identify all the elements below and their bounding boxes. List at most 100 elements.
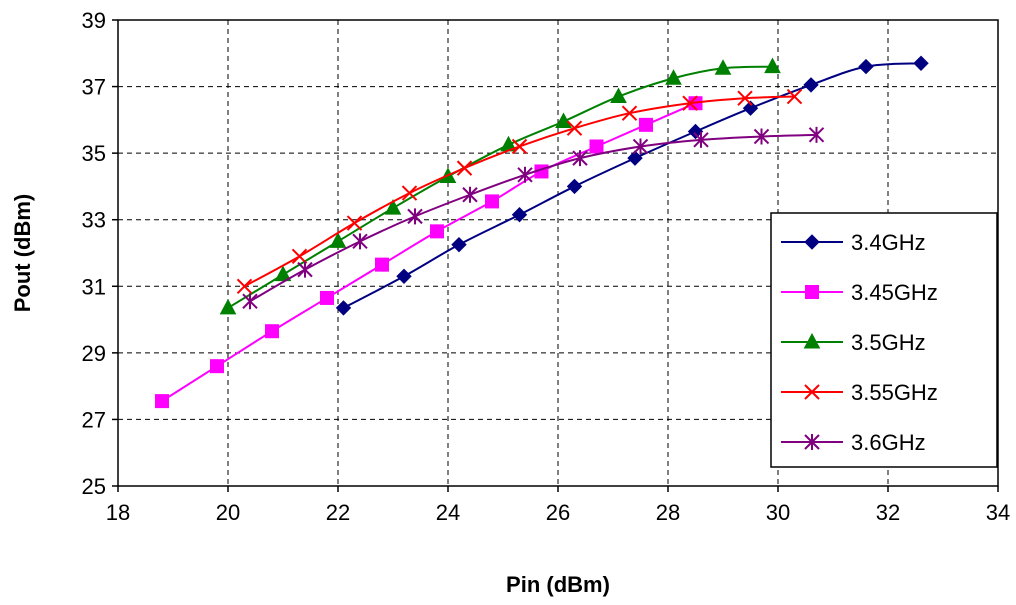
data-point-3-4ghz bbox=[742, 100, 759, 116]
marker-stroke bbox=[621, 105, 638, 121]
x-tick-label: 22 bbox=[326, 500, 350, 525]
data-point-3-45ghz bbox=[320, 290, 334, 305]
data-point-3-45ghz bbox=[639, 117, 653, 132]
x-tick-label: 20 bbox=[216, 500, 240, 525]
x-axis-title: Pin (dBm) bbox=[506, 572, 610, 597]
data-point-3-4ghz bbox=[396, 268, 412, 285]
x-tick-label: 34 bbox=[986, 500, 1010, 525]
legend-label: 3.4GHz bbox=[851, 230, 926, 255]
x-tick-label: 32 bbox=[876, 500, 900, 525]
marker-stroke bbox=[682, 95, 698, 111]
legend-item-3-55ghz: 3.55GHz bbox=[781, 380, 938, 405]
series-line-3-45ghz bbox=[161, 102, 696, 402]
legend-item-3-45ghz: 3.45GHz bbox=[781, 280, 938, 305]
data-point-3-45ghz bbox=[210, 359, 224, 374]
data-point-3-55ghz bbox=[621, 105, 638, 121]
y-tick-label: 33 bbox=[82, 208, 106, 233]
marker-stroke bbox=[401, 185, 418, 201]
y-tick-label: 29 bbox=[82, 341, 106, 366]
data-point-3-55ghz bbox=[786, 88, 803, 105]
data-point-3-55ghz bbox=[511, 138, 528, 155]
data-point-3-5ghz bbox=[610, 87, 627, 104]
data-point-3-6ghz bbox=[517, 166, 533, 183]
data-point-3-5ghz bbox=[555, 112, 572, 129]
y-tick-label: 39 bbox=[82, 8, 106, 33]
data-point-3-45ghz bbox=[430, 224, 444, 239]
y-tick-label: 25 bbox=[82, 474, 106, 499]
y-tick-label: 27 bbox=[82, 407, 106, 432]
data-point-3-6ghz bbox=[693, 131, 709, 148]
data-point-3-6ghz bbox=[352, 233, 368, 250]
series-3-6ghz bbox=[242, 126, 825, 310]
data-point-3-6ghz bbox=[407, 208, 423, 225]
data-point-3-45ghz bbox=[265, 324, 279, 339]
y-axis-title: Pout (dBm) bbox=[10, 194, 35, 313]
legend-marker bbox=[804, 384, 820, 400]
data-point-3-55ghz bbox=[737, 90, 753, 106]
x-tick-label: 30 bbox=[766, 500, 790, 525]
series-3-55ghz bbox=[236, 88, 803, 294]
marker-stroke bbox=[346, 215, 363, 231]
marker-stroke bbox=[804, 384, 820, 400]
data-point-3-55ghz bbox=[291, 248, 308, 265]
marker-stroke bbox=[737, 90, 753, 106]
data-point-3-5ghz bbox=[274, 265, 292, 282]
legend-label: 3.6GHz bbox=[851, 430, 926, 455]
marker-stroke bbox=[236, 278, 253, 294]
x-tick-label: 18 bbox=[106, 500, 130, 525]
legend-item-3-6ghz: 3.6GHz bbox=[781, 430, 926, 455]
data-point-3-55ghz bbox=[456, 160, 473, 176]
marker-stroke bbox=[511, 138, 528, 155]
data-point-3-4ghz bbox=[687, 123, 704, 140]
legend-marker bbox=[803, 332, 821, 349]
data-point-3-45ghz bbox=[589, 139, 604, 154]
data-point-3-55ghz bbox=[346, 215, 363, 231]
series-line-3-6ghz bbox=[249, 133, 817, 303]
data-point-3-5ghz bbox=[714, 59, 732, 75]
data-point-3-5ghz bbox=[764, 57, 781, 74]
data-point-3-6ghz bbox=[808, 126, 825, 143]
marker-stroke bbox=[566, 120, 583, 136]
legend-item-3-4ghz: 3.4GHz bbox=[781, 230, 926, 255]
marker-stroke bbox=[786, 88, 803, 105]
series-lines bbox=[155, 55, 929, 409]
data-point-3-4ghz bbox=[511, 207, 528, 223]
y-tick-label: 35 bbox=[82, 141, 106, 166]
y-tick-label: 37 bbox=[82, 75, 106, 100]
data-point-3-45ghz bbox=[375, 257, 389, 272]
x-tick-label: 26 bbox=[546, 500, 570, 525]
legend-marker bbox=[805, 285, 819, 299]
legend-marker bbox=[804, 234, 820, 250]
data-point-3-4ghz bbox=[803, 77, 819, 93]
data-point-3-5ghz bbox=[219, 298, 237, 315]
data-point-3-5ghz bbox=[329, 232, 347, 248]
data-point-3-45ghz bbox=[155, 394, 169, 409]
data-point-3-45ghz bbox=[485, 194, 499, 209]
data-point-3-6ghz bbox=[462, 186, 478, 203]
legend-marker bbox=[804, 434, 820, 450]
legend-label: 3.5GHz bbox=[851, 330, 926, 355]
data-point-3-4ghz bbox=[627, 150, 643, 166]
legend: 3.4GHz 3.45GHz 3.5GHz 3.55GHz 3.6GHz bbox=[770, 212, 998, 468]
data-point-3-5ghz bbox=[384, 199, 402, 215]
marker-stroke bbox=[456, 160, 473, 176]
legend-label: 3.55GHz bbox=[851, 380, 938, 405]
data-point-3-4ghz bbox=[566, 178, 583, 195]
data-point-3-55ghz bbox=[682, 95, 698, 111]
series-3-4ghz bbox=[335, 55, 929, 316]
data-point-3-6ghz bbox=[572, 150, 588, 167]
data-point-3-6ghz bbox=[753, 128, 770, 145]
data-point-3-5ghz bbox=[665, 69, 682, 85]
x-tick-label: 28 bbox=[656, 500, 680, 525]
data-point-3-55ghz bbox=[401, 185, 418, 201]
data-point-3-4ghz bbox=[858, 58, 874, 75]
y-tick-label: 31 bbox=[82, 274, 106, 299]
legend-item-3-5ghz: 3.5GHz bbox=[781, 330, 926, 355]
data-point-3-6ghz bbox=[297, 261, 313, 278]
legend-label: 3.45GHz bbox=[851, 280, 938, 305]
data-point-3-4ghz bbox=[335, 300, 352, 316]
data-point-3-4ghz bbox=[913, 55, 929, 71]
axis-ticks: 18 20 22 24 26 28 30 32 34 25 27 29 31 33 35 37 39 bbox=[82, 8, 1011, 525]
